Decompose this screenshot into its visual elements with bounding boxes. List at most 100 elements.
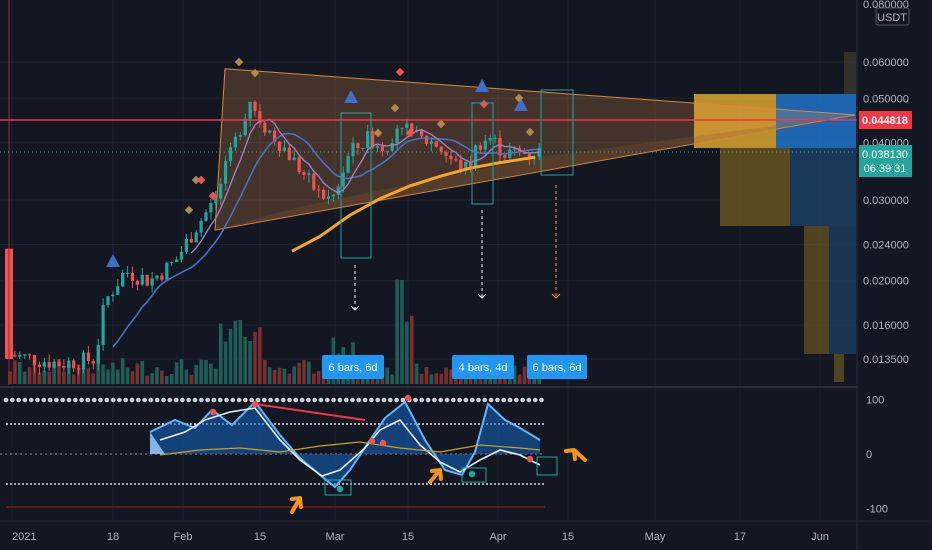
arrow-head <box>551 293 561 299</box>
candle-body <box>116 286 120 295</box>
arrow-head <box>350 305 360 311</box>
osc-signal-dot <box>336 485 344 493</box>
profile-block <box>776 94 856 148</box>
osc-dot <box>243 397 248 403</box>
candle-body <box>292 157 296 161</box>
candle-body <box>273 130 277 142</box>
annotation-arrow <box>290 496 303 514</box>
candle-body <box>111 294 115 297</box>
osc-dot <box>451 397 456 403</box>
time-tick-label: May <box>645 531 666 543</box>
candle-body <box>537 147 541 157</box>
candle-body <box>268 130 272 133</box>
volume-bar <box>169 374 174 384</box>
osc-dot <box>161 397 166 403</box>
signal-diamond <box>196 175 206 185</box>
volume-bar <box>238 319 243 384</box>
volume-bar <box>130 371 135 384</box>
candle-body <box>194 232 198 243</box>
osc-dot <box>129 397 135 403</box>
candle-body <box>179 251 184 260</box>
candle-body <box>13 354 17 357</box>
candle-body <box>297 157 301 173</box>
oscillator-pane <box>0 394 587 514</box>
candle-body <box>385 150 389 152</box>
volume-bar <box>96 358 100 384</box>
volume-bar <box>174 362 179 384</box>
annotation-arrow <box>564 448 587 462</box>
candle-body <box>488 138 492 141</box>
candle-body <box>77 368 81 370</box>
candle-body <box>233 136 237 148</box>
osc-signal-dot <box>526 455 534 463</box>
signal-triangle <box>106 254 120 267</box>
candle-body <box>478 145 482 150</box>
signal-markers <box>106 57 535 267</box>
candle-body <box>52 361 56 368</box>
osc-dot <box>54 397 59 403</box>
osc-dot <box>255 397 261 403</box>
candle-body <box>86 352 90 361</box>
volume-bar <box>120 358 125 384</box>
candle-body <box>439 146 443 153</box>
price-tick-label: 0.080000 <box>863 0 909 11</box>
candle-body <box>380 146 384 152</box>
volume-bar <box>37 372 42 384</box>
candle-body <box>513 147 517 150</box>
osc-dot <box>507 397 513 403</box>
candle-body <box>420 130 424 136</box>
volume-bar <box>292 366 296 384</box>
candle-body <box>42 362 46 367</box>
candle-body <box>277 141 282 151</box>
candle-body <box>96 344 100 364</box>
volume-bar <box>488 375 492 384</box>
candle-body <box>199 220 203 233</box>
volume-bar <box>111 362 115 384</box>
candle-body <box>189 238 193 243</box>
osc-dot <box>205 397 210 403</box>
osc-dot <box>98 397 103 403</box>
osc-dot <box>73 397 78 403</box>
osc-signal-dot <box>379 439 387 447</box>
osc-dot <box>526 397 532 403</box>
candle-body <box>312 173 316 190</box>
volume-bar <box>272 370 277 384</box>
signal-diamond <box>234 57 244 67</box>
osc-dot <box>186 397 191 403</box>
candle-body <box>62 365 66 368</box>
price-tick-label: 0.020000 <box>863 276 909 288</box>
volume-bar <box>71 374 76 384</box>
osc-dot <box>425 397 431 403</box>
volume-bar <box>86 368 91 384</box>
volume-bar <box>67 364 71 384</box>
time-tick-label: Apr <box>489 531 506 543</box>
range-box <box>540 89 574 176</box>
volume-bar <box>42 370 47 384</box>
osc-dot <box>362 397 368 403</box>
candle-body <box>483 140 487 150</box>
profile-block <box>829 226 856 354</box>
volume-bar <box>125 367 130 384</box>
candle-body <box>400 127 404 129</box>
signal-diamond <box>390 103 400 113</box>
volume-bar <box>204 359 208 384</box>
signal-triangle <box>344 90 358 103</box>
volume-bar <box>414 363 419 384</box>
osc-signal-dot <box>404 394 412 402</box>
osc-dot <box>47 397 53 403</box>
candle-body <box>469 161 473 168</box>
candle-body <box>184 238 188 252</box>
volume-bar <box>27 367 32 384</box>
osc-dot <box>501 397 507 403</box>
osc-dot <box>117 397 122 403</box>
profile-block <box>694 94 776 148</box>
candle-body <box>282 147 286 151</box>
last-price-box <box>859 145 912 177</box>
signal-diamond <box>250 68 260 78</box>
volume-bar <box>267 367 272 384</box>
candle-body <box>47 362 51 368</box>
osc-orange-line <box>159 441 541 456</box>
osc-dot <box>60 397 65 403</box>
